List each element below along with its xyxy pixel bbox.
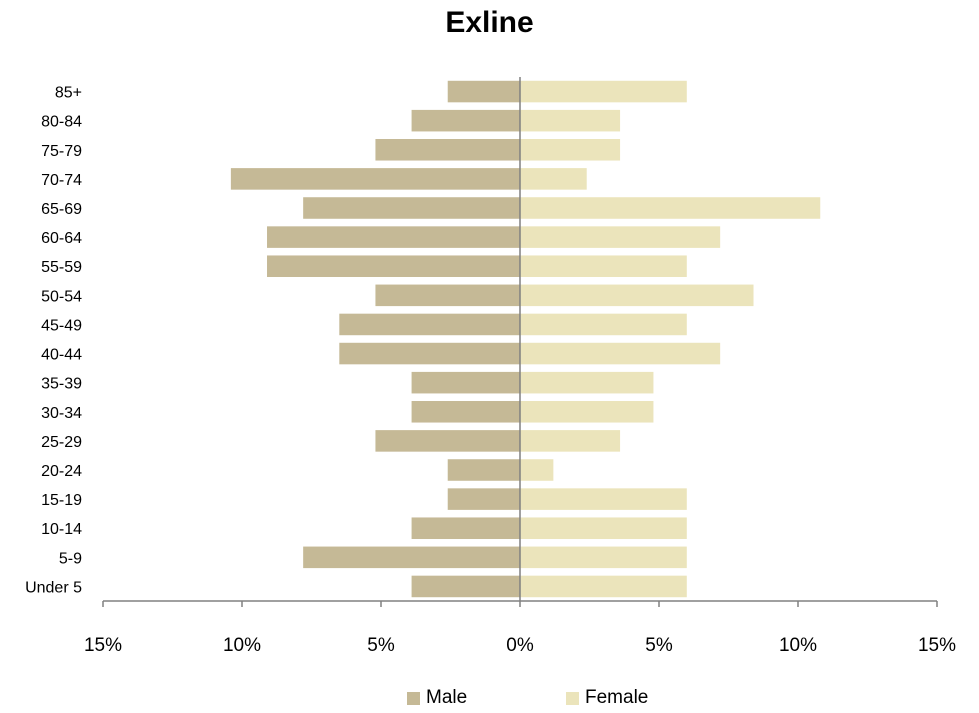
x-tick-label: 10% bbox=[223, 635, 261, 656]
y-tick-label: 5-9 bbox=[59, 550, 82, 567]
y-tick-label: 85+ bbox=[55, 85, 82, 102]
bar-male-20-24 bbox=[447, 459, 520, 481]
legend-label-male: Male bbox=[426, 687, 468, 708]
bar-female-75-79 bbox=[520, 139, 621, 161]
bar-female-10-14 bbox=[520, 517, 687, 539]
x-tick-label: 0% bbox=[506, 635, 534, 656]
y-tick-label: 45-49 bbox=[41, 317, 82, 334]
y-tick-label: 20-24 bbox=[41, 463, 82, 480]
bar-male-65-69 bbox=[303, 197, 520, 219]
bar-female-80-84 bbox=[520, 109, 621, 132]
y-tick-label: 40-44 bbox=[41, 347, 82, 364]
x-tick-label: 5% bbox=[367, 635, 395, 656]
bar-female-5-9 bbox=[520, 546, 687, 569]
bar-male-Under-5 bbox=[411, 575, 520, 598]
bar-female-65-69 bbox=[520, 197, 821, 219]
bar-female-25-29 bbox=[520, 430, 621, 452]
bar-female-60-64 bbox=[520, 226, 721, 248]
bar-female-50-54 bbox=[520, 284, 754, 307]
x-tick-label: 15% bbox=[84, 635, 122, 656]
y-tick-label: 75-79 bbox=[41, 143, 82, 160]
bar-male-70-74 bbox=[230, 168, 520, 190]
bar-male-25-29 bbox=[375, 430, 520, 452]
y-tick-label: 10-14 bbox=[41, 521, 82, 538]
bar-female-Under-5 bbox=[520, 575, 687, 598]
chart-title: Exline bbox=[445, 6, 534, 39]
bar-male-55-59 bbox=[267, 255, 520, 277]
bar-male-30-34 bbox=[411, 401, 520, 423]
legend-label-female: Female bbox=[585, 687, 649, 708]
y-tick-label: Under 5 bbox=[25, 579, 82, 596]
y-tick-label: 70-74 bbox=[41, 172, 82, 189]
bar-male-10-14 bbox=[411, 517, 520, 539]
bar-female-45-49 bbox=[520, 313, 687, 336]
y-tick-label: 50-54 bbox=[41, 288, 82, 305]
bar-female-35-39 bbox=[520, 371, 654, 394]
bar-male-80-84 bbox=[411, 109, 520, 132]
bar-female-55-59 bbox=[520, 255, 687, 277]
legend-item-male: Male bbox=[407, 686, 467, 710]
bar-male-15-19 bbox=[447, 488, 520, 510]
bar-female-85plus bbox=[520, 80, 687, 103]
bar-male-50-54 bbox=[375, 284, 520, 307]
bar-female-15-19 bbox=[520, 488, 687, 510]
bar-male-5-9 bbox=[303, 546, 520, 569]
x-tick-label: 10% bbox=[779, 635, 817, 656]
y-tick-label: 30-34 bbox=[41, 405, 82, 422]
y-tick-label: 25-29 bbox=[41, 434, 82, 451]
y-tick-label: 35-39 bbox=[41, 376, 82, 393]
bar-male-60-64 bbox=[267, 226, 520, 248]
y-tick-label: 55-59 bbox=[41, 259, 82, 276]
y-tick-label: 65-69 bbox=[41, 201, 82, 218]
bar-male-75-79 bbox=[375, 139, 520, 161]
legend-swatch-female bbox=[566, 691, 579, 705]
x-tick-label: 5% bbox=[645, 635, 673, 656]
bar-female-20-24 bbox=[520, 459, 554, 481]
bar-female-70-74 bbox=[520, 168, 587, 190]
y-tick-label: 60-64 bbox=[41, 230, 82, 247]
legend-item-female: Female bbox=[566, 686, 648, 710]
legend-swatch-male bbox=[407, 691, 420, 705]
bar-male-85plus bbox=[447, 80, 520, 103]
legend: Male Female bbox=[0, 686, 979, 710]
bar-female-30-34 bbox=[520, 401, 654, 423]
bar-male-40-44 bbox=[339, 342, 520, 365]
y-tick-label: 15-19 bbox=[41, 492, 82, 509]
x-tick-label: 15% bbox=[918, 635, 956, 656]
bar-male-45-49 bbox=[339, 313, 520, 336]
bar-female-40-44 bbox=[520, 342, 721, 365]
bar-male-35-39 bbox=[411, 371, 520, 394]
y-tick-label: 80-84 bbox=[41, 114, 82, 131]
